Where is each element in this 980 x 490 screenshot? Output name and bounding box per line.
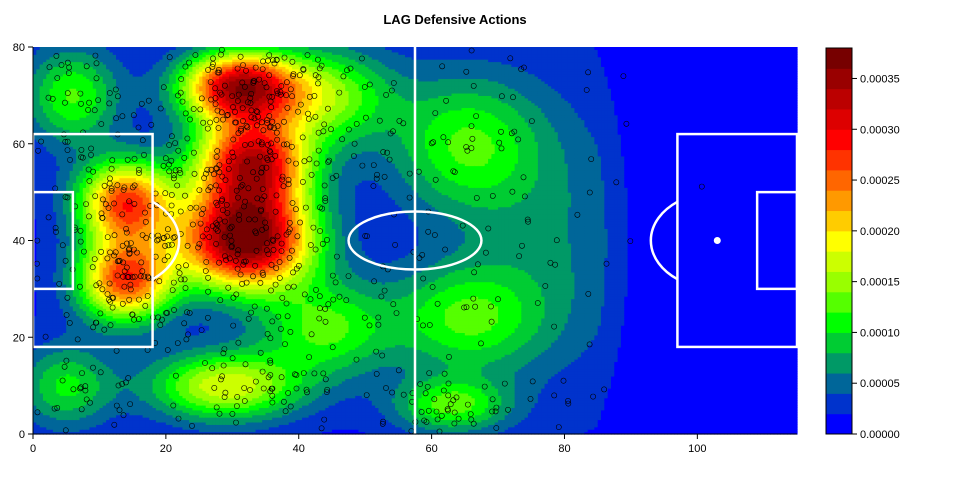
chart-title: LAG Defensive Actions <box>383 12 526 27</box>
